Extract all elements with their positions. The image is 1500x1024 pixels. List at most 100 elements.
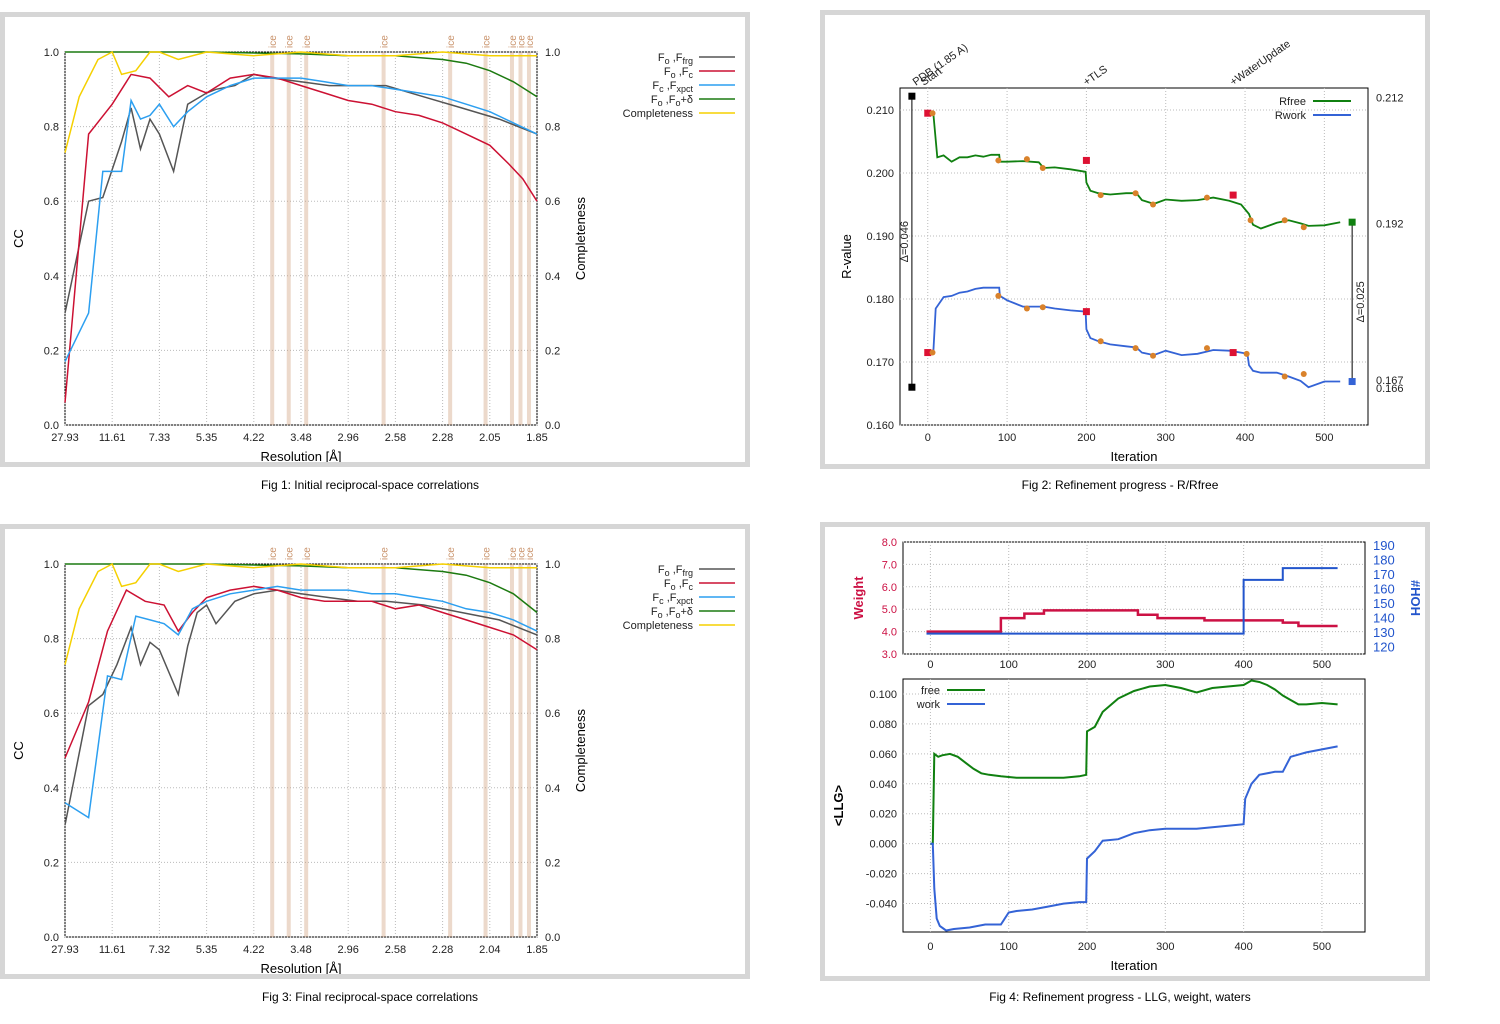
fig4-hoh-tick-label: 160 [1373,582,1395,597]
fig4-llg-axis-label: <LLG> [831,785,846,827]
fig2-marker-square [1229,191,1237,199]
fig2-marker-dot [929,349,936,356]
fig1-ice-band [286,52,291,425]
fig4-bottom-xtick-label: 500 [1313,941,1331,953]
fig4-bottom-xtick-label: 300 [1156,941,1174,953]
fig1-xtick-label: 4.22 [243,432,264,444]
fig2-right-label: 0.167 [1376,375,1404,387]
fig4-hoh-tick-label: 150 [1373,596,1395,611]
fig3-ice-band [526,564,531,937]
fig1-ice-label: ice [285,35,296,48]
fig2-marker-square [1082,156,1090,164]
fig3-ice-label: ice [285,547,296,560]
fig3-legend-label-0: Fo ,Ffrg [658,564,693,578]
fig1-legend-label-2: Fc ,Fxpct [652,80,693,94]
fig2-marker-dot [1039,164,1046,171]
fig1-ice-label: ice [268,35,279,48]
fig3-ice-label: ice [380,547,391,560]
figure-panel-4: 0 100 200 300 400 500 3.0 4.0 5.0 6.0 7.0 8.0 120 130… [820,522,1430,981]
fig3-ytick-label: 0.2 [44,857,59,869]
fig1-ice-band [526,52,531,425]
fig1-xtick-label: 1.85 [526,432,547,444]
fig4-llg-series-1 [930,745,1338,932]
fig1-y2-axis-label: Completeness [573,196,588,280]
fig2-marker-dot [995,157,1002,164]
fig4-llg-tick-label: 0.100 [869,689,897,701]
fig1-legend-label-1: Fo ,Fc [664,66,694,80]
fig2-right-label: 0.212 [1376,92,1404,104]
fig3-ice-label: ice [446,547,457,560]
fig1-ice-band [509,52,514,425]
fig2-top-label: +TLS [1081,63,1110,88]
fig4-top-frame [902,541,1366,655]
fig1-xtick-label: 27.93 [51,432,79,444]
fig2-right-label: 0.166 [1376,383,1404,395]
fig3-xtick-label: 3.48 [290,944,311,956]
fig1-xtick-label: 5.35 [196,432,217,444]
fig2-ytick-label: 0.200 [866,168,894,180]
fig2-xtick-label: 0 [925,432,931,444]
fig3-ytick-label: 0.0 [44,932,59,944]
chart-fig1: 0.0 0.0 0.2 0.2 0.4 0.4 0.6 0.6 0.8 0.8 1.0 1.0 27.9… [11,35,735,464]
fig2-ytick-label: 0.180 [866,294,894,306]
fig4-weight-tick-label: 6.0 [882,582,897,594]
fig3-ytick-label: 1.0 [44,559,59,571]
fig4-hoh-axis-label: #HOH [1408,580,1423,616]
fig2-marker-dot [1150,201,1157,208]
fig3-y-axis-label: CC [11,741,26,760]
fig4-llg-tick-label: -0.040 [866,899,897,911]
fig4-top-xtick-label: 0 [927,659,933,671]
fig4-llg-series-0 [930,679,1338,845]
fig2-marker-square [1348,218,1356,226]
fig1-series-line-2 [64,77,538,362]
fig1-ytick-label: 1.0 [44,47,59,59]
fig3-xtick-label: 7.32 [149,944,170,956]
fig2-plot-frame [899,87,1369,426]
fig4-bottom-xtick-label: 100 [1000,941,1018,953]
fig2-legend-label-1: Rwork [1275,110,1307,122]
fig3-y2tick-label: 0.6 [545,708,560,720]
fig2-marker-square [908,383,916,391]
fig1-ice-label: ice [482,35,493,48]
fig1-xtick-label: 11.61 [99,432,126,444]
fig4-weight-tick-label: 7.0 [882,559,897,571]
fig3-ytick-label: 0.4 [44,783,59,795]
fig2-marker-dot [1097,338,1104,345]
fig3-series-line-1 [64,585,538,759]
fig4-hoh-tick-label: 120 [1373,640,1395,655]
fig3-ice-band [518,564,523,937]
fig2-xtick-label: 300 [1157,432,1175,444]
figure-panel-1: 0.0 0.0 0.2 0.2 0.4 0.4 0.6 0.6 0.8 0.8 1.0 1.0 27.9… [0,12,750,467]
fig4-legend-label-0: free [921,685,940,697]
fig1-xtick-label: 2.96 [337,432,358,444]
fig2-series-line-0 [927,112,1341,230]
figure-caption-2: Fig 2: Refinement progress - R/Rfree [1021,478,1219,492]
fig1-legend-label-3: Fo ,Fo+δ [651,94,693,108]
fig2-xtick-label: 500 [1315,432,1333,444]
fig1-xtick-label: 3.48 [290,432,311,444]
fig4-top-xtick-label: 400 [1234,659,1252,671]
fig1-ytick-label: 0.6 [44,196,59,208]
fig1-series-line-1 [64,73,538,403]
fig2-marker-dot [1247,217,1254,224]
fig1-xtick-label: 2.58 [385,432,406,444]
fig3-ice-band [381,564,386,937]
fig2-delta-right-label: Δ=0.025 [1355,281,1367,322]
fig3-xtick-label: 2.28 [432,944,453,956]
figure-caption-4: Fig 4: Refinement progress - LLG, weight… [989,990,1251,1004]
fig4-x-axis-label: Iteration [1111,958,1158,973]
fig3-xtick-label: 2.58 [385,944,406,956]
chart-fig3: 0.0 0.0 0.2 0.2 0.4 0.4 0.6 0.6 0.8 0.8 1.0 1.0 27.9… [11,547,735,976]
fig3-ice-band [304,564,309,937]
figure-caption-3: Fig 3: Final reciprocal-space correlatio… [261,990,479,1004]
fig3-series-line-2 [64,585,538,819]
fig2-marker-dot [1132,190,1139,197]
fig2-top-label: +WaterUpdate [1228,38,1293,88]
fig3-legend-label-2: Fc ,Fxpct [652,592,693,606]
fig4-llg-tick-label: 0.080 [869,719,897,731]
fig4-bottom-xtick-label: 400 [1234,941,1252,953]
chart-fig2: 0.160 0.170 0.180 0.190 0.200 0.210 0 100 200 300… [839,38,1404,464]
figure-caption-1: Fig 1: Initial reciprocal-space correlat… [260,478,480,492]
fig4-weight-axis-label: Weight [851,576,866,620]
fig2-marker-dot [1281,373,1288,380]
